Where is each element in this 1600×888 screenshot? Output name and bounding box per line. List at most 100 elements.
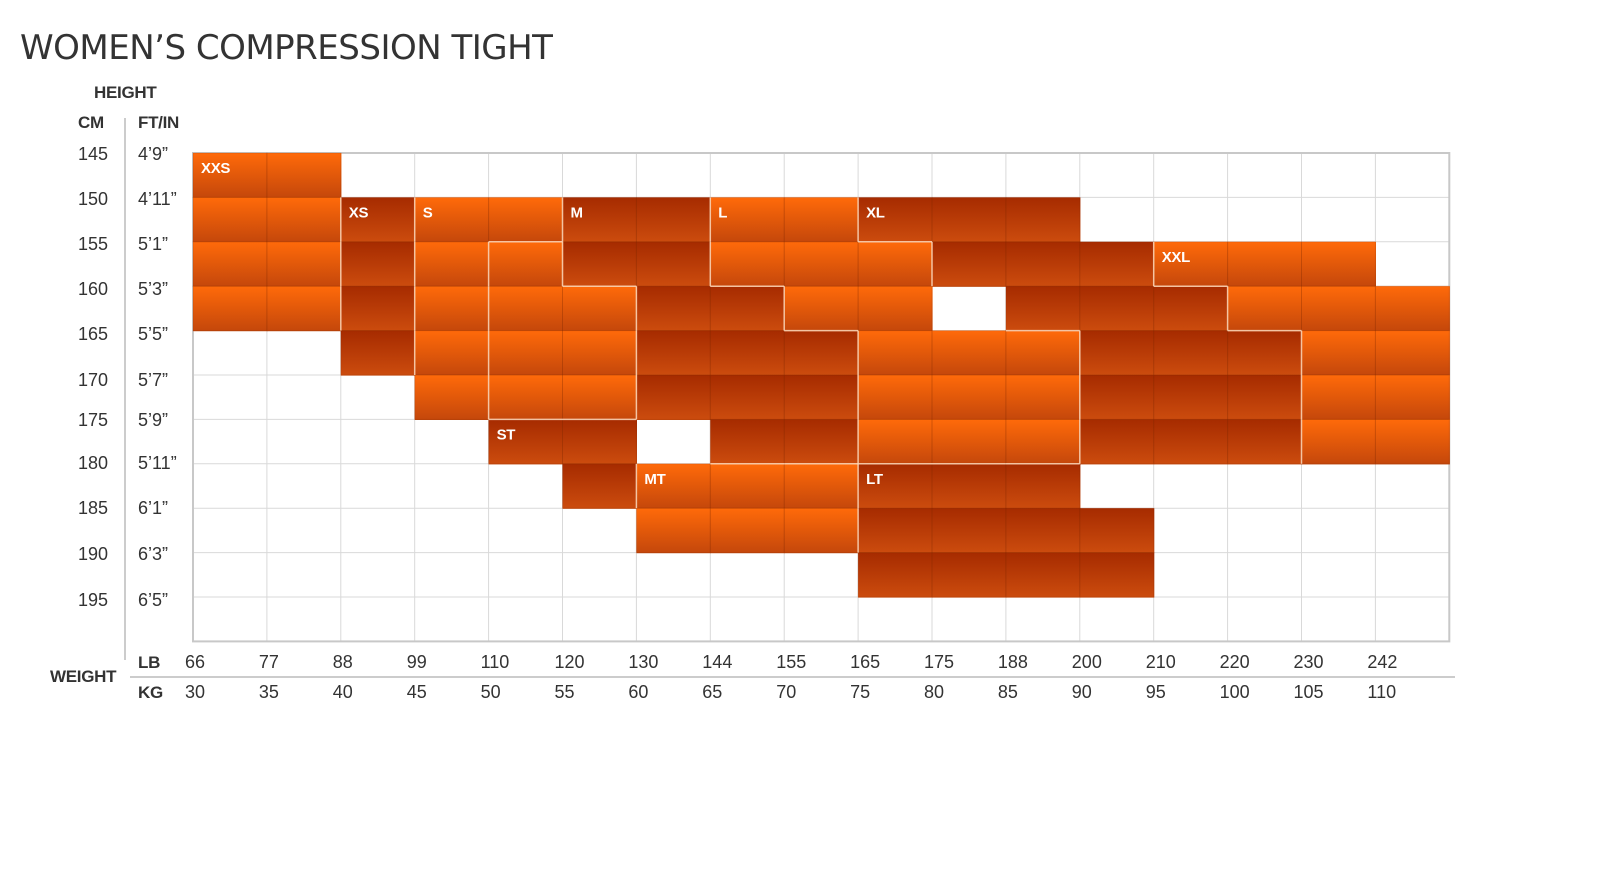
kg-tick: 105 [1294, 682, 1324, 702]
size-cell-outline [931, 196, 1007, 243]
size-cell-outline [192, 241, 268, 287]
size-cell-xxl [1375, 286, 1450, 332]
size-cell-xxl [1301, 241, 1376, 287]
size-cell-xxl [1301, 330, 1376, 376]
size-cell-mt [636, 463, 711, 509]
ftin-label: FT/IN [138, 113, 179, 132]
size-cell-xs [340, 286, 416, 332]
size-cell-xxs [193, 153, 268, 198]
size-cell-l [784, 286, 859, 332]
size-cell-m [636, 375, 711, 420]
size-cell-l [488, 330, 564, 376]
size-cell-l [858, 419, 933, 465]
size-cell-l [1005, 419, 1081, 465]
size-cell-xl [1227, 330, 1303, 376]
ftin-tick: 5’1” [138, 234, 168, 254]
kg-tick: 75 [850, 682, 870, 702]
size-cell-xl [858, 197, 933, 243]
lb-label: LB [138, 653, 160, 672]
size-cell-xxl [1375, 330, 1450, 376]
size-cell-outline [1227, 241, 1302, 287]
lb-tick: 88 [333, 652, 353, 672]
kg-tick: 65 [702, 682, 722, 702]
size-cell-l [488, 241, 564, 287]
cm-tick: 175 [78, 410, 108, 430]
size-cell-mt [710, 463, 785, 509]
height-ticks: 145 150 155 160 165 170 175 180 185 190 195 4’9” 4’1… [78, 144, 177, 610]
ftin-tick: 5’11” [138, 453, 177, 473]
kg-tick: 35 [259, 682, 279, 702]
size-cell-lt [1005, 508, 1081, 554]
size-cell-l [932, 419, 1007, 465]
weight-ticks: 66 77 88 99 110 120 130 144 155 165 175 188 200 210 22… [185, 652, 1397, 702]
lb-tick: 200 [1072, 652, 1102, 672]
size-cell-lt [858, 552, 933, 598]
size-cell-mt [710, 508, 785, 554]
size-cell-xs [340, 330, 416, 376]
cm-tick: 185 [78, 498, 108, 518]
size-cell-m [784, 330, 859, 376]
size-cell-m [710, 286, 785, 332]
size-cell-outline [192, 285, 268, 332]
lb-tick: 155 [776, 652, 806, 672]
size-cell-xxl [1375, 419, 1450, 465]
size-cell-xxs [193, 286, 268, 332]
size-cell-m [636, 241, 711, 287]
size-cell-outline [1079, 507, 1155, 554]
size-cell-l [562, 330, 637, 376]
size-labels: XXS XS S M L XL XXL ST MT LT [201, 160, 1190, 488]
size-cell-s [414, 330, 490, 376]
cm-tick: 180 [78, 453, 108, 473]
size-cell-l [488, 375, 564, 420]
cm-tick: 155 [78, 234, 108, 254]
size-cell-l [1005, 330, 1081, 376]
size-label-m: M [571, 204, 583, 221]
size-cell-xxl [1227, 241, 1303, 287]
size-cell-outline [1005, 241, 1081, 287]
size-cell-m [710, 330, 785, 376]
size-cell-xs [340, 241, 416, 287]
cm-tick: 195 [78, 590, 108, 610]
kg-tick: 100 [1220, 682, 1250, 702]
size-cell-xl [1227, 375, 1303, 420]
size-cell-s [414, 197, 490, 243]
lb-tick: 144 [702, 652, 732, 672]
lb-tick: 242 [1367, 652, 1397, 672]
size-label-xs: XS [349, 204, 369, 221]
kg-tick: 45 [407, 682, 427, 702]
size-cell-outline [1079, 552, 1155, 598]
size-cell-lt [1005, 552, 1081, 598]
cm-tick: 190 [78, 544, 108, 564]
ftin-tick: 5’7” [138, 370, 168, 390]
size-cell-xxs [266, 286, 342, 332]
size-cell-xxl [1227, 286, 1303, 332]
height-label: HEIGHT [94, 83, 157, 102]
size-cell-lt [858, 508, 933, 554]
size-cell-l [858, 241, 933, 287]
size-cell-outline [1079, 285, 1155, 332]
size-cell-l [562, 286, 637, 332]
size-cell-outline [857, 552, 933, 598]
size-cell-mt [636, 508, 711, 554]
ftin-tick: 6’3” [138, 544, 168, 564]
chart-title: WOMEN’S COMPRESSION TIGHT [20, 28, 553, 68]
size-cell-outline [1153, 418, 1229, 465]
lb-tick: 120 [555, 652, 585, 672]
size-label-xxl: XXL [1162, 249, 1190, 266]
size-cell-outline [931, 507, 1007, 554]
lb-tick: 130 [628, 652, 658, 672]
size-cell-outline [635, 507, 711, 554]
lb-tick: 99 [407, 652, 427, 672]
size-cell-outline [931, 374, 1007, 420]
cm-tick: 165 [78, 324, 108, 344]
size-cell-xl [1079, 375, 1155, 420]
kg-tick: 90 [1072, 682, 1092, 702]
size-cell-l [858, 330, 933, 376]
size-cell-m [562, 241, 637, 287]
size-cell-outline [1153, 374, 1229, 420]
kg-label: KG [138, 683, 163, 702]
size-cell-outline [1005, 507, 1081, 554]
kg-tick: 80 [924, 682, 944, 702]
kg-tick: 50 [481, 682, 501, 702]
